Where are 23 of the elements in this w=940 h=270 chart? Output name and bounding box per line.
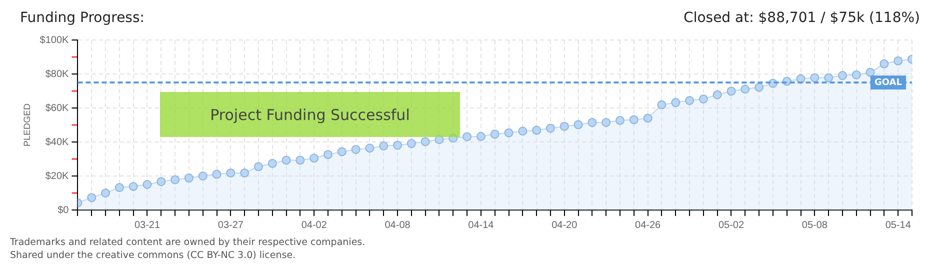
x-tick-label: 05-08	[802, 220, 828, 231]
chart-subtitle: Closed at: $88,701 / $75k (118%)	[684, 10, 920, 26]
y-tick-label: $0	[58, 204, 70, 216]
x-tick-label: 05-02	[718, 220, 744, 231]
x-tick-label: 05-14	[885, 220, 912, 231]
y-tick-label: $40K	[45, 136, 70, 148]
x-tick-label: 03-27	[218, 220, 244, 231]
y-tick-label: $100K	[40, 34, 70, 46]
y-tick-label: $80K	[45, 68, 70, 80]
x-tick-label: 04-08	[384, 220, 411, 231]
success-banner: Project Funding Successful	[160, 92, 460, 137]
chart-title: Funding Progress:	[20, 10, 144, 26]
y-tick-label: $20K	[45, 170, 70, 182]
ref-line-label: GOAL	[874, 78, 902, 88]
x-tick-label: 04-26	[635, 220, 662, 231]
x-tick-label: 04-02	[301, 220, 328, 231]
y-tick-label: $60K	[45, 102, 70, 114]
y-axis-title: PLEDGED	[22, 102, 32, 147]
x-tick-label: 04-14	[468, 220, 494, 231]
text: Shared under the creative commons (CC BY-NC 3.0) license.	[10, 250, 296, 261]
x-tick-label: 04-20	[552, 220, 578, 231]
x-tick-label: 03-21	[134, 220, 160, 231]
text: Trademarks and related content are owned by their respective companies.	[10, 237, 366, 248]
